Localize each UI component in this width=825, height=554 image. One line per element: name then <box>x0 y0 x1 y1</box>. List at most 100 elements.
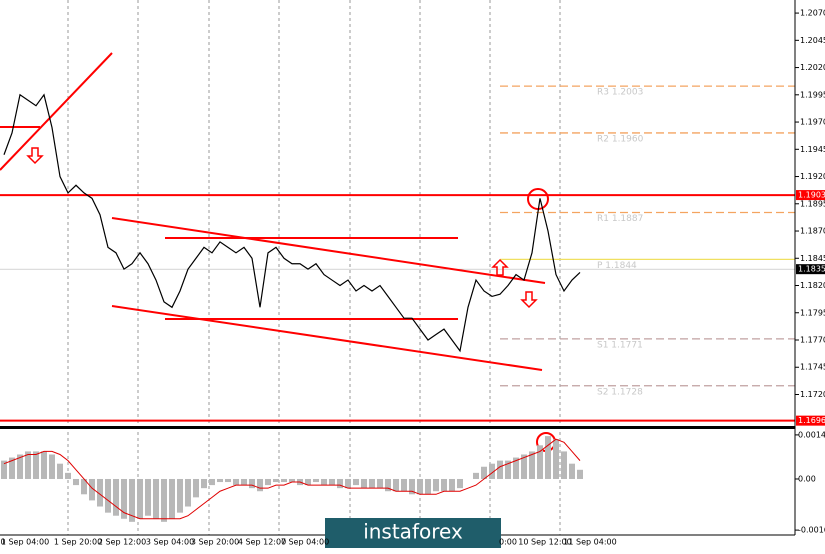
histogram-bar <box>257 478 263 492</box>
histogram-bar <box>337 478 343 489</box>
x-tick-label: 7 Sep 04:00 <box>281 538 329 547</box>
x-tick-label: 0:00 <box>499 538 517 547</box>
histogram-bar <box>545 436 551 479</box>
histogram-bar <box>425 478 431 495</box>
histogram-bar <box>97 478 103 507</box>
price-tag-label: 1.1696 <box>798 416 825 425</box>
histogram-bar <box>65 472 71 479</box>
histogram-bar <box>553 439 559 479</box>
histogram-bar <box>169 478 175 519</box>
arrow-down <box>26 147 44 165</box>
histogram-bar <box>385 478 391 492</box>
histogram-bar <box>569 463 575 479</box>
histogram-bar <box>369 478 375 489</box>
signal-line <box>3 438 581 520</box>
histogram-bar <box>233 478 239 486</box>
pivot-label: R2 1.1960 <box>597 134 644 144</box>
pivot-label: S2 1.1728 <box>597 387 643 397</box>
pivot-label: R3 1.2003 <box>597 88 643 98</box>
x-tick-label: 3 Sep 04:00 <box>146 538 194 547</box>
histogram-bar <box>433 478 439 492</box>
pivot-label: R1 1.1887 <box>597 214 643 224</box>
plot <box>1 93 583 522</box>
histogram-bar <box>457 478 463 489</box>
watermark: instaforex <box>363 520 463 544</box>
histogram-bar <box>1 460 7 479</box>
histogram-bar <box>513 457 519 479</box>
histogram-bar <box>281 478 287 483</box>
histogram-bar <box>41 451 47 479</box>
channel-top <box>111 217 546 284</box>
y-tick-label: 1.1945 <box>800 145 825 154</box>
histogram-bar <box>577 469 583 479</box>
x-tick-label: 0 <box>0 538 5 547</box>
histogram-bar <box>401 478 407 492</box>
watermark-box <box>325 518 501 548</box>
annotations <box>0 52 556 452</box>
histogram-bar <box>161 478 167 522</box>
histogram-bar <box>321 478 327 486</box>
grid <box>0 0 795 535</box>
histogram-bar <box>505 460 511 479</box>
y-tick-label: 1.1770 <box>800 336 825 345</box>
y-tick-label: 1.1920 <box>800 172 825 181</box>
histogram-bar <box>345 478 351 489</box>
histogram-bar <box>217 478 223 483</box>
histogram-bar <box>489 463 495 479</box>
histogram-bar <box>177 478 183 513</box>
histogram-bar <box>521 454 527 479</box>
y-tick-label: 1.1895 <box>800 199 825 208</box>
histogram-bar <box>137 478 143 519</box>
arrow-down <box>520 291 538 309</box>
histogram-bar <box>17 454 23 479</box>
y-tick-label: 1.1845 <box>800 254 825 263</box>
x-tick-label: 11 Sep 04:00 <box>563 538 616 547</box>
y-tick-label: 1.2070 <box>800 9 825 18</box>
histogram-bar <box>105 478 111 513</box>
histogram-bar <box>561 451 567 479</box>
histogram-bar <box>481 466 487 479</box>
histogram-bar <box>305 478 311 486</box>
histogram-bar <box>209 478 215 486</box>
histogram-bar <box>409 478 415 495</box>
y-tick-label: 1.2045 <box>800 36 825 45</box>
y-tick-label: 1.1870 <box>800 227 825 236</box>
y-tick-label: 0.00144 <box>798 430 825 439</box>
histogram-bar <box>529 451 535 479</box>
histogram-bar <box>329 478 335 486</box>
histogram-bar <box>497 460 503 479</box>
histogram-bar <box>129 478 135 522</box>
x-tick-label: 2 Sep 12:00 <box>98 538 146 547</box>
histogram-bar <box>417 478 423 495</box>
histogram-bar <box>49 454 55 479</box>
histogram-bar <box>201 478 207 489</box>
x-tick-label: 1 Sep 20:00 <box>54 538 102 547</box>
histogram-bar <box>89 478 95 501</box>
pane-separator <box>0 426 795 429</box>
x-tick-label: 10 Sep 12:00 <box>518 538 571 547</box>
y-tick-label: 1.1745 <box>800 363 825 372</box>
price-tag-label: 1.1903 <box>798 191 825 200</box>
y-tick-label: 1.1970 <box>800 118 825 127</box>
histogram-bar <box>273 478 279 483</box>
histogram-bar <box>145 478 151 516</box>
pivot-label: P 1.1844 <box>597 261 637 271</box>
histogram-bar <box>73 478 79 486</box>
histogram-bar <box>81 478 87 495</box>
price-tag <box>796 264 825 275</box>
pivot-label: S1 1.1771 <box>597 340 643 350</box>
histogram-bar <box>361 478 367 489</box>
histogram-bar <box>225 478 231 483</box>
histogram-bar <box>537 445 543 479</box>
channel-bottom <box>111 305 543 371</box>
histogram-bar <box>121 478 127 519</box>
y-tick-label: 1.1995 <box>800 90 825 99</box>
x-tick-label: 1 Sep 04:00 <box>1 538 49 547</box>
y-tick-label: 1.2020 <box>800 63 825 72</box>
trend-line <box>0 52 113 171</box>
histogram-bar <box>313 478 319 483</box>
y-tick-label: 1.1820 <box>800 281 825 290</box>
histogram-bar <box>441 478 447 492</box>
